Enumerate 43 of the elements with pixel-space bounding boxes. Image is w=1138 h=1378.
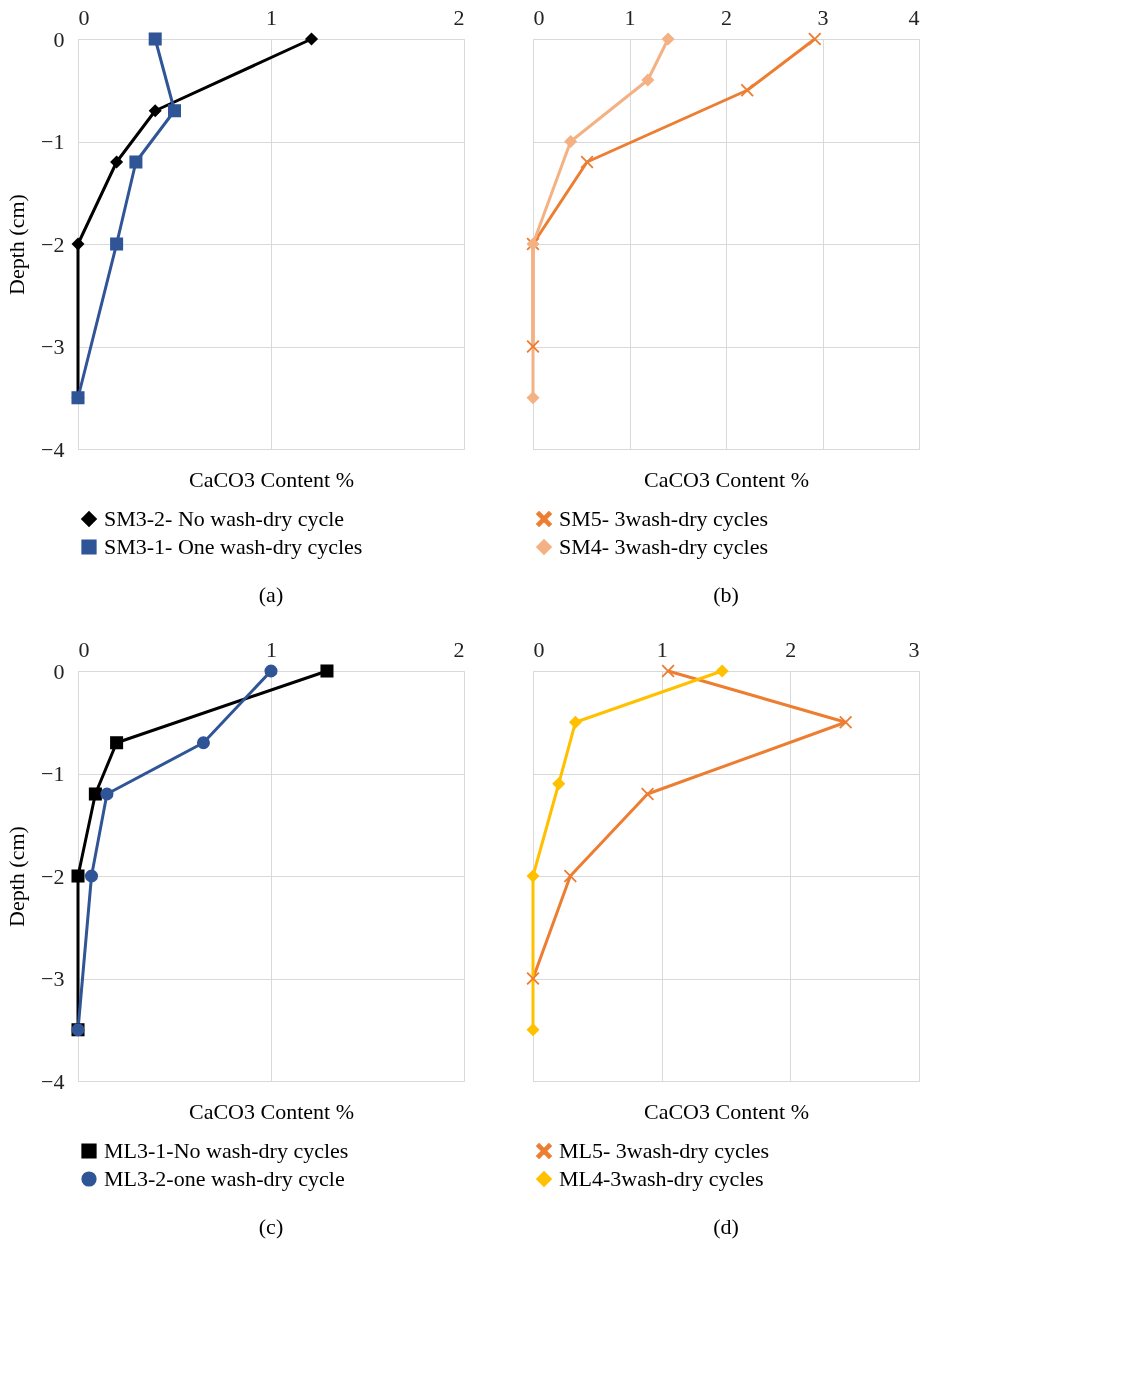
x-tick-label: 3 bbox=[908, 636, 920, 662]
legend-label: ML4-3wash-dry cycles bbox=[559, 1166, 764, 1191]
x-tick-label: 2 bbox=[721, 4, 732, 30]
x-axis-title: CaCO3 Content % bbox=[644, 1098, 809, 1124]
y-tick-label: −3 bbox=[41, 334, 65, 359]
text: (b) bbox=[713, 582, 739, 607]
y-tick-label: −4 bbox=[41, 1068, 65, 1094]
x-tick-label: 4 bbox=[908, 4, 920, 30]
y-tick-label: 0 bbox=[53, 26, 65, 52]
x-axis-title: CaCO3 Content % bbox=[189, 1098, 354, 1124]
legend-label: SM4- 3wash-dry cycles bbox=[559, 534, 768, 559]
y-axis-title: Depth (cm) bbox=[4, 194, 30, 295]
legend-label: ML5- 3wash-dry cycles bbox=[559, 1138, 770, 1163]
text: (a) bbox=[258, 582, 284, 607]
text: (d) bbox=[713, 1214, 739, 1239]
text: (c) bbox=[258, 1214, 284, 1239]
x-tick-label: 3 bbox=[817, 4, 829, 30]
legend-label: ML3-2-one wash-dry cycle bbox=[104, 1166, 345, 1191]
legend-label: SM3-2- No wash-dry cycle bbox=[104, 506, 345, 531]
y-tick-label: −4 bbox=[41, 436, 65, 462]
y-tick-label: −1 bbox=[41, 761, 65, 786]
x-tick-label: 1 bbox=[624, 4, 636, 30]
y-tick-label: −2 bbox=[41, 863, 65, 889]
x-tick-label: 0 bbox=[78, 4, 90, 30]
x-tick-label: 0 bbox=[533, 636, 545, 662]
x-tick-label: 1 bbox=[656, 636, 668, 662]
x-tick-label: 0 bbox=[78, 636, 90, 662]
x-tick-label: 1 bbox=[266, 636, 277, 662]
x-tick-label: 2 bbox=[453, 636, 465, 662]
x-tick-label: 2 bbox=[785, 636, 797, 662]
x-tick-label: 0 bbox=[533, 4, 545, 30]
x-axis-title: CaCO3 Content % bbox=[644, 466, 809, 492]
x-tick-label: 2 bbox=[453, 4, 465, 30]
x-axis-title: CaCO3 Content % bbox=[189, 466, 354, 492]
y-tick-label: −3 bbox=[41, 966, 65, 991]
legend-label: ML3-1-No wash-dry cycles bbox=[104, 1138, 349, 1163]
y-tick-label: 0 bbox=[53, 658, 65, 684]
y-axis-title: Depth (cm) bbox=[4, 826, 30, 927]
x-tick-label: 1 bbox=[266, 4, 277, 30]
legend-label: SM3-1- One wash-dry cycles bbox=[104, 534, 363, 559]
y-tick-label: −2 bbox=[41, 231, 65, 257]
legend-label: SM5- 3wash-dry cycles bbox=[559, 506, 768, 531]
y-tick-label: −1 bbox=[41, 129, 65, 154]
